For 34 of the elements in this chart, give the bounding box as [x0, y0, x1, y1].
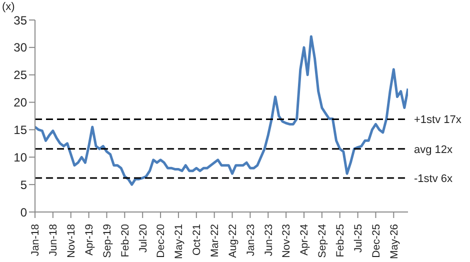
x-tick-label: Feb-20	[119, 224, 132, 258]
x-tick-label: Apr-24	[298, 224, 311, 256]
y-tick-label: 10	[14, 150, 28, 164]
x-tick-label: May-21	[173, 224, 186, 260]
x-tick-label: Jul-25	[352, 224, 364, 253]
x-tick-label: Sep-19	[101, 224, 114, 258]
y-tick-label: 0	[20, 205, 28, 220]
ref-line-label: -1stv 6x	[414, 172, 454, 185]
x-tick-label: Jun-23	[262, 224, 275, 256]
y-tick-label: 25	[14, 68, 28, 82]
x-tick-label: Nov-23	[280, 224, 293, 258]
ref-line-label: +1stv 17x	[414, 114, 462, 126]
x-tick-label: Dec-20	[155, 224, 168, 258]
x-tick-label: Mar-22	[209, 224, 221, 258]
x-tick-label: Jun-18	[48, 224, 60, 256]
y-tick-label: 5	[20, 178, 28, 192]
x-tick-label: Apr-19	[83, 224, 96, 256]
y-axis-title: (x)	[2, 1, 15, 13]
x-tick-label: Aug-22	[226, 224, 239, 258]
x-tick-label: Jan-18	[30, 224, 42, 256]
x-tick-label: Feb-25	[334, 224, 347, 258]
ref-line-label: avg 12x	[414, 144, 454, 156]
x-tick-label: Jan-23	[244, 224, 257, 256]
y-tick-label: 15	[14, 122, 28, 137]
x-tick-label: Oct-21	[191, 224, 204, 256]
x-tick-label: Jul-20	[137, 224, 150, 253]
y-tick-label: 30	[14, 40, 28, 55]
x-tick-label: Dec-25	[370, 224, 382, 258]
line-series	[35, 35, 408, 186]
x-tick-label: May-26	[388, 224, 400, 260]
x-tick-label: Nov-18	[66, 224, 78, 258]
y-tick-label: 35	[14, 13, 28, 28]
y-tick-label: 20	[14, 96, 28, 110]
x-tick-label: Sep-24	[316, 224, 329, 258]
